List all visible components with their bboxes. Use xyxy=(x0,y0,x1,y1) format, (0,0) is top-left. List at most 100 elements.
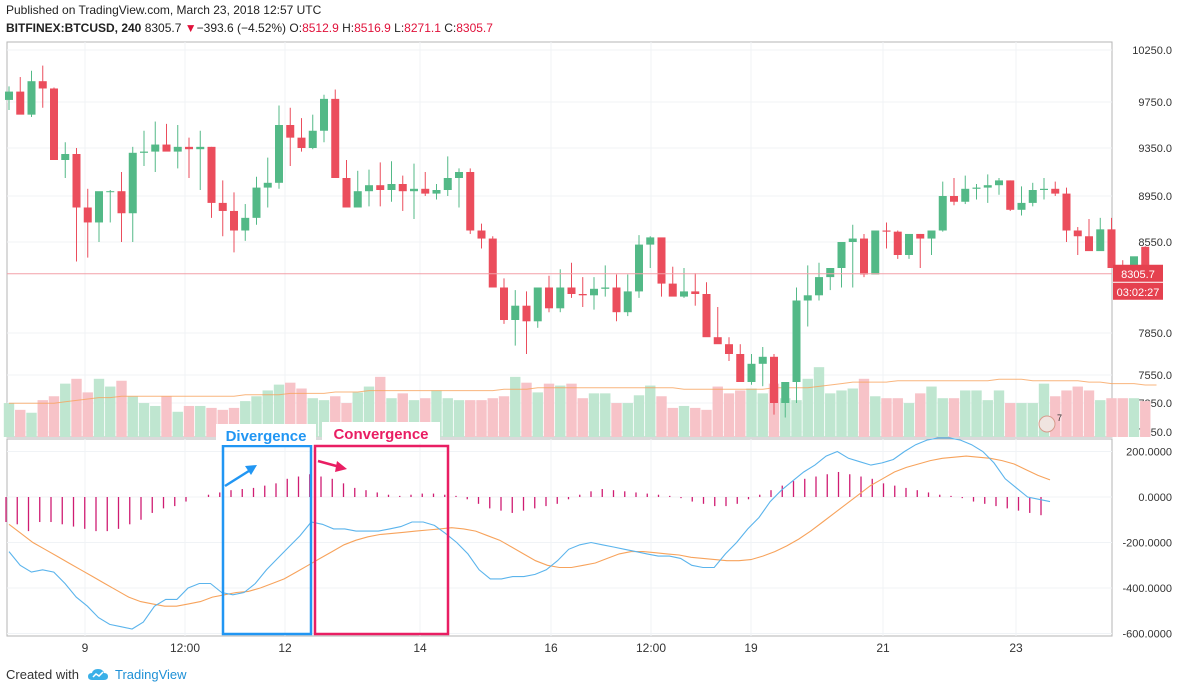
candle-body xyxy=(623,291,632,313)
volume-bar xyxy=(318,400,330,437)
volume-bar xyxy=(26,412,37,437)
candle-body xyxy=(185,146,193,150)
candle-body xyxy=(995,180,1003,186)
volume-bar xyxy=(690,407,701,437)
candle-body xyxy=(50,88,58,160)
candle-body xyxy=(758,356,767,364)
countdown-tag xyxy=(1113,282,1163,300)
candle-body xyxy=(196,146,205,150)
footer: Created with TradingView xyxy=(6,667,187,682)
candle-body xyxy=(432,190,441,194)
candle-body xyxy=(230,210,238,231)
candle-body xyxy=(466,172,475,231)
candle-body xyxy=(837,242,846,268)
volume-bar xyxy=(600,393,611,437)
divergence-box xyxy=(221,444,313,636)
divergence-label: Divergence xyxy=(226,428,307,445)
candle-body xyxy=(646,237,655,245)
candle-body xyxy=(61,154,70,160)
candle-body xyxy=(365,185,373,192)
volume-bar xyxy=(251,396,262,437)
volume-bar xyxy=(465,400,476,437)
candle-body xyxy=(162,144,171,152)
candle-body xyxy=(83,207,92,223)
candle-body xyxy=(916,233,925,239)
candle-body xyxy=(1040,188,1048,190)
price-panel-border xyxy=(6,41,1113,438)
volume-bar xyxy=(667,407,678,437)
volume-bar xyxy=(1128,398,1140,437)
candle-body xyxy=(106,191,115,193)
candle-body xyxy=(747,363,756,382)
volume-bar xyxy=(498,396,510,437)
cloud-icon xyxy=(87,668,108,680)
candle-body xyxy=(848,238,857,242)
candle-body xyxy=(443,178,452,190)
candle-body xyxy=(511,305,520,320)
signal-line xyxy=(8,455,1051,607)
candle-body xyxy=(882,230,891,232)
candle-body xyxy=(1028,190,1037,203)
candle-body xyxy=(601,287,610,289)
volume-bar xyxy=(48,396,60,437)
volume-bar xyxy=(228,407,240,437)
candle-body xyxy=(241,217,250,231)
divergence-label-bg xyxy=(216,424,316,445)
created-with-label: Created with xyxy=(6,667,79,682)
volume-bar xyxy=(948,398,960,437)
tradingview-logo[interactable]: TradingView xyxy=(87,667,187,682)
volume-bar xyxy=(1095,400,1106,437)
macd-line xyxy=(8,437,1051,630)
volume-bar xyxy=(577,398,588,437)
ohlc-header: BITFINEX:BTCUSD, 240 8305.7 ▼−393.6 (−4.… xyxy=(6,21,493,35)
candle-body xyxy=(826,268,835,278)
volume-bar xyxy=(1072,386,1083,437)
event-count: 7 xyxy=(1057,413,1062,423)
candle-body xyxy=(1085,236,1093,252)
candle-body xyxy=(578,294,587,296)
candle-body xyxy=(938,196,947,231)
candle-body xyxy=(635,244,643,292)
candle-body xyxy=(736,354,745,382)
volume-bar xyxy=(982,400,993,437)
candle-body xyxy=(533,287,542,322)
current-price-label: 8305.7 xyxy=(1121,269,1155,281)
volume-bar xyxy=(588,393,600,437)
volume-bar xyxy=(712,386,723,437)
volume-bar xyxy=(240,401,251,437)
candle-body xyxy=(522,305,531,322)
volume-bar xyxy=(825,393,836,437)
volume-bar xyxy=(307,398,318,437)
candle-body xyxy=(38,81,47,89)
candle-body xyxy=(477,230,486,239)
candle-body xyxy=(117,191,126,214)
high-value: 8516.9 xyxy=(354,21,391,35)
volume-bar xyxy=(633,395,645,437)
candle-body xyxy=(860,238,868,275)
candle-body xyxy=(927,230,936,239)
candle-body xyxy=(95,191,103,223)
candle-body xyxy=(556,287,565,309)
price-tick-label: 8950.0 xyxy=(1138,191,1172,203)
volume-bar xyxy=(296,388,307,437)
volume-bar xyxy=(3,403,15,437)
candle-body xyxy=(691,291,700,294)
candle-body xyxy=(1062,193,1071,231)
volume-bar xyxy=(521,382,532,437)
volume-bar xyxy=(903,403,915,437)
low-label: L: xyxy=(394,21,405,35)
volume-bar xyxy=(262,390,273,437)
down-arrow-icon: ▼ xyxy=(184,21,197,35)
volume-bar xyxy=(273,384,285,437)
volume-bar xyxy=(116,380,127,437)
macd-tick-label: -200.0000 xyxy=(1122,538,1172,550)
volume-bar xyxy=(870,396,881,437)
candle-body xyxy=(1096,229,1105,252)
candle-body xyxy=(668,283,677,297)
candle-body xyxy=(488,238,497,288)
low-value: 8271.1 xyxy=(404,21,441,35)
volume-bar xyxy=(453,400,465,437)
volume-bar xyxy=(926,386,937,437)
candle-body xyxy=(128,152,137,214)
